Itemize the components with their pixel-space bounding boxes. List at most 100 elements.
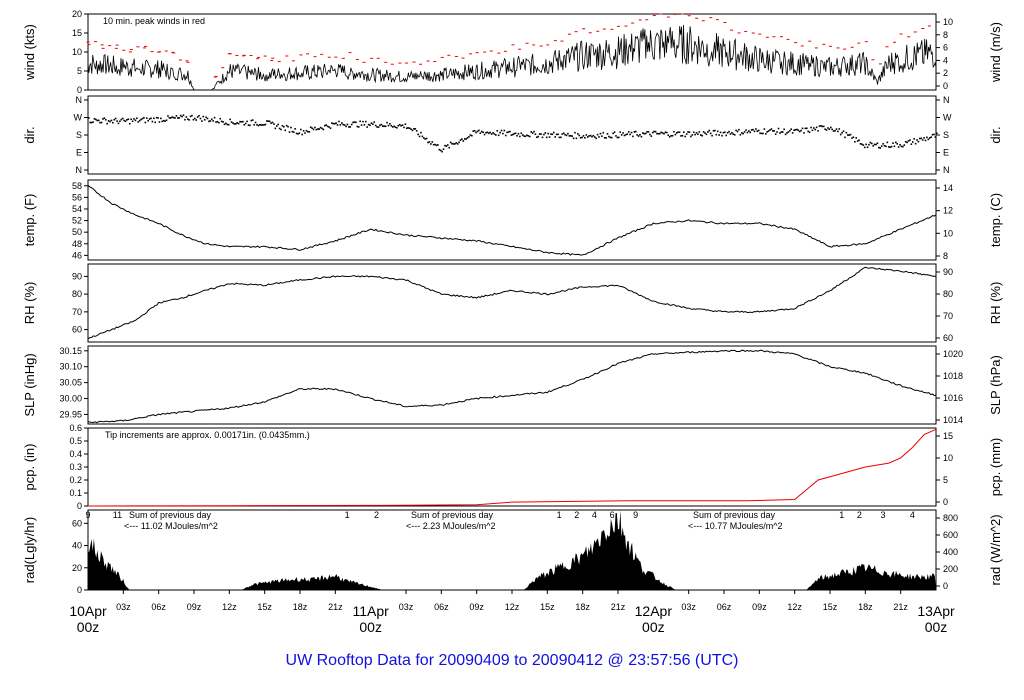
direction-point bbox=[596, 133, 599, 136]
direction-point bbox=[774, 133, 777, 135]
panel-slp bbox=[84, 345, 940, 425]
direction-point bbox=[852, 136, 855, 139]
direction-point bbox=[653, 130, 655, 133]
tick-label-right: 5 bbox=[943, 475, 948, 485]
y-axis-label-left: wind (kts) bbox=[22, 24, 37, 81]
direction-point bbox=[845, 131, 848, 134]
direction-point bbox=[321, 127, 323, 130]
direction-point bbox=[202, 115, 205, 118]
direction-point bbox=[660, 131, 662, 134]
tick-label-left: 30.05 bbox=[59, 378, 82, 388]
direction-point bbox=[496, 129, 499, 132]
direction-point bbox=[579, 136, 582, 139]
direction-point bbox=[521, 134, 524, 136]
direction-point bbox=[452, 143, 455, 145]
direction-point bbox=[141, 117, 144, 120]
direction-point bbox=[821, 125, 824, 128]
x-tick-label: 18z bbox=[858, 602, 873, 612]
direction-point bbox=[907, 140, 910, 142]
direction-point bbox=[697, 133, 699, 136]
tick-label-left: 58 bbox=[72, 181, 82, 191]
direction-point bbox=[162, 119, 165, 122]
direction-point bbox=[254, 121, 257, 124]
direction-point bbox=[468, 135, 470, 138]
direction-point bbox=[917, 140, 920, 143]
direction-point bbox=[434, 143, 436, 146]
direction-point bbox=[406, 127, 408, 130]
direction-point bbox=[721, 134, 723, 137]
tick-label-left: 70 bbox=[72, 307, 82, 317]
direction-point bbox=[671, 134, 674, 137]
direction-point bbox=[756, 130, 759, 132]
direction-point bbox=[562, 132, 565, 135]
direction-point bbox=[454, 143, 456, 145]
direction-point bbox=[249, 124, 251, 127]
direction-point bbox=[259, 123, 261, 126]
direction-point bbox=[866, 146, 869, 149]
direction-point bbox=[186, 118, 189, 120]
direction-point bbox=[182, 114, 185, 116]
direction-point bbox=[92, 121, 94, 123]
direction-point bbox=[172, 116, 175, 119]
direction-point bbox=[380, 123, 383, 126]
panel-temp bbox=[84, 179, 940, 261]
panel-frame bbox=[87, 179, 937, 261]
direction-point bbox=[530, 131, 532, 133]
day-total-value: <--- 11.02 MJoules/m^2 bbox=[124, 521, 218, 531]
direction-point bbox=[735, 129, 737, 132]
direction-point bbox=[733, 134, 736, 136]
direction-point bbox=[408, 127, 411, 130]
tick-label-right: W bbox=[943, 113, 952, 123]
day-label: 11Apr bbox=[353, 603, 390, 619]
tick-label-left: 0.5 bbox=[69, 436, 82, 446]
direction-point bbox=[394, 126, 397, 129]
direction-point bbox=[657, 132, 660, 135]
direction-point bbox=[777, 127, 780, 130]
hour-marker: 9 bbox=[85, 510, 90, 520]
direction-point bbox=[878, 146, 880, 149]
direction-point bbox=[728, 130, 730, 133]
direction-point bbox=[680, 135, 682, 137]
direction-point bbox=[838, 128, 841, 130]
direction-point bbox=[226, 123, 229, 126]
direction-point bbox=[794, 128, 797, 131]
tick-label-left: 40 bbox=[72, 541, 82, 551]
direction-point bbox=[828, 128, 831, 130]
direction-point bbox=[626, 133, 629, 135]
direction-point bbox=[287, 125, 289, 128]
direction-point bbox=[295, 132, 298, 135]
direction-point bbox=[776, 131, 778, 133]
tick-label-right: 12 bbox=[943, 206, 953, 216]
direction-point bbox=[584, 137, 586, 139]
tick-label-left: 50 bbox=[72, 227, 82, 237]
direction-point bbox=[366, 126, 369, 128]
direction-point bbox=[902, 145, 904, 148]
direction-point bbox=[610, 136, 613, 139]
direction-point bbox=[914, 142, 917, 145]
direction-point bbox=[699, 134, 702, 136]
direction-point bbox=[239, 120, 241, 123]
day-label: 10Apr bbox=[69, 603, 107, 619]
direction-point bbox=[523, 135, 525, 137]
direction-point bbox=[268, 120, 271, 123]
direction-point bbox=[876, 142, 879, 145]
direction-point bbox=[396, 126, 398, 129]
direction-point bbox=[393, 125, 395, 128]
direction-point bbox=[906, 141, 908, 144]
direction-point bbox=[504, 134, 507, 137]
direction-point bbox=[400, 124, 402, 127]
direction-point bbox=[458, 141, 460, 144]
tick-label-right: 200 bbox=[943, 564, 958, 574]
direction-point bbox=[379, 124, 381, 127]
direction-point bbox=[90, 121, 93, 124]
direction-point bbox=[760, 132, 763, 135]
hour-marker: 3 bbox=[880, 510, 885, 520]
direction-point bbox=[418, 135, 421, 138]
direction-point bbox=[895, 141, 897, 144]
direction-point bbox=[837, 130, 839, 133]
direction-point bbox=[817, 129, 819, 132]
direction-point bbox=[493, 133, 496, 135]
direction-point bbox=[910, 143, 913, 145]
direction-point bbox=[490, 133, 493, 135]
chart-title: UW Rooftop Data for 20090409 to 20090412… bbox=[285, 652, 739, 669]
